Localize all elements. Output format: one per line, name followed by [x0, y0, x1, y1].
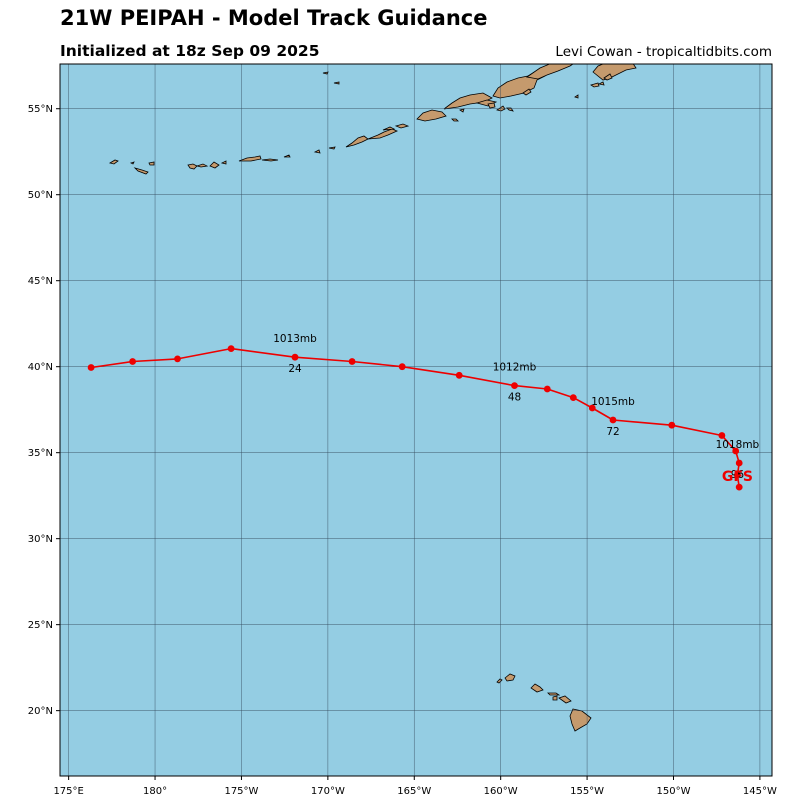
track-point[interactable] [227, 345, 235, 352]
lat-tick-label: 50°N [28, 190, 53, 201]
forecast-hour-label: 48 [508, 392, 521, 404]
lat-tick-label: 20°N [28, 706, 53, 717]
model-name-label: GFS [722, 469, 753, 485]
pressure-label: 1012mb [493, 362, 537, 374]
track-point[interactable] [609, 416, 617, 424]
track-point[interactable] [455, 371, 463, 379]
forecast-hour-label: 72 [606, 426, 619, 438]
lat-tick-label: 40°N [28, 362, 53, 373]
lat-tick-label: 25°N [28, 620, 53, 631]
lat-tick-label: 35°N [28, 448, 53, 459]
lat-tick-label: 55°N [28, 104, 53, 115]
pressure-label: 1018mb [716, 439, 760, 451]
lat-tick-label: 45°N [28, 276, 53, 287]
track-point[interactable] [735, 459, 743, 467]
lon-tick-label: 180° [143, 786, 167, 797]
track-point[interactable] [588, 404, 596, 412]
graticule [60, 64, 772, 776]
map-title: 21W PEIPAH - Model Track Guidance [60, 6, 488, 30]
lon-tick-label: 150°W [657, 786, 691, 797]
track-point[interactable] [398, 363, 406, 371]
track-point[interactable] [291, 353, 299, 361]
track-point[interactable] [129, 358, 137, 365]
track-point[interactable] [732, 447, 740, 455]
track-point[interactable] [543, 385, 551, 393]
forecast-hour-label: 24 [288, 363, 302, 375]
track-point[interactable] [668, 421, 676, 429]
track-point[interactable] [569, 394, 577, 401]
axis-ticks: 175°E 180° 175°W 170°W 165°W 160°W 155°W 150°W 1… [28, 104, 777, 797]
credit-text: Levi Cowan - tropicaltidbits.com [555, 44, 772, 60]
pressure-label: 1015mb [591, 396, 635, 408]
track-point[interactable] [735, 483, 743, 491]
lon-tick-label: 170°W [311, 786, 345, 797]
track-point[interactable] [718, 432, 726, 439]
lat-tick-label: 30°N [28, 534, 53, 545]
track-point[interactable] [174, 355, 181, 363]
track-point[interactable] [511, 382, 518, 389]
lon-tick-label: 155°W [570, 786, 604, 797]
hawaiian-islands [496, 673, 592, 732]
lon-tick-label: 175°E [53, 786, 83, 797]
forecast-hour-label: 96 [731, 469, 745, 481]
lon-tick-label: 160°W [484, 786, 518, 797]
landmasses [108, 64, 637, 732]
track-annotations: 1018mb 96 1015mb 72 1012mb 48 1013mb 24 GFS [273, 333, 759, 485]
track-point[interactable] [348, 358, 356, 365]
aleutian-islands [108, 64, 637, 175]
track-point[interactable] [734, 471, 741, 479]
track-point[interactable] [87, 364, 95, 371]
ocean-background [60, 64, 772, 776]
lon-tick-label: 165°W [397, 786, 431, 797]
map-frame [59, 63, 773, 777]
gfs-track[interactable] [87, 345, 743, 491]
lon-tick-label: 175°W [224, 786, 258, 797]
pressure-label: 1013mb [273, 333, 317, 345]
init-time-subtitle: Initialized at 18z Sep 09 2025 [60, 42, 320, 60]
lon-tick-label: 145°W [743, 786, 777, 797]
